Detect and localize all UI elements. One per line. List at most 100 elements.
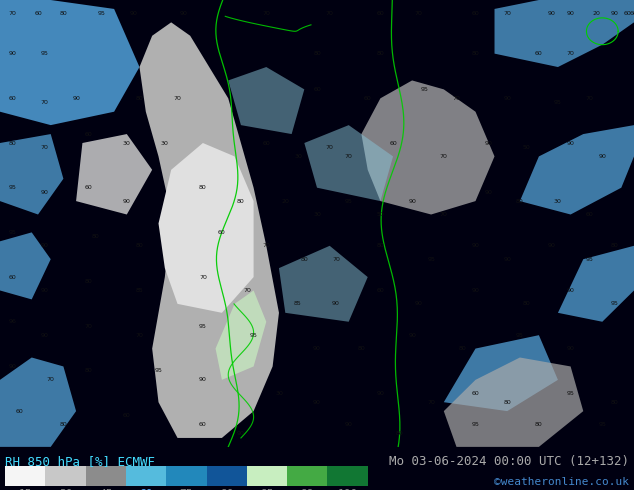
Text: 70: 70 (440, 212, 448, 217)
Text: 80: 80 (85, 279, 93, 284)
Text: 90: 90 (41, 288, 48, 293)
Text: 70: 70 (503, 11, 511, 16)
Bar (327, 466, 368, 486)
Text: 90: 90 (503, 257, 511, 262)
Text: 95: 95 (98, 11, 105, 16)
Text: 60: 60 (34, 11, 42, 16)
Polygon shape (495, 0, 634, 67)
Text: 60: 60 (15, 409, 23, 414)
Text: 95: 95 (598, 422, 606, 427)
Text: 70: 70 (243, 288, 251, 293)
Polygon shape (279, 246, 368, 322)
Bar (166, 466, 207, 486)
Text: 80: 80 (60, 11, 67, 16)
Text: 99: 99 (301, 489, 314, 490)
Text: 15: 15 (18, 489, 32, 490)
Text: 95: 95 (567, 391, 574, 396)
Text: 90: 90 (220, 489, 233, 490)
Bar (86, 466, 126, 486)
Text: 80: 80 (611, 243, 619, 248)
Text: 80: 80 (377, 51, 384, 56)
Polygon shape (76, 134, 152, 215)
Text: 60: 60 (85, 131, 93, 137)
Text: 95: 95 (472, 422, 479, 427)
Text: 60: 60 (535, 51, 543, 56)
Text: 90: 90 (41, 333, 48, 338)
Text: 60: 60 (377, 288, 384, 293)
Text: 30: 30 (294, 154, 302, 159)
Bar (247, 466, 287, 486)
Text: 30: 30 (161, 141, 169, 146)
Text: Mo 03-06-2024 00:00 UTC (12+132): Mo 03-06-2024 00:00 UTC (12+132) (389, 455, 629, 467)
Text: 95: 95 (427, 257, 435, 262)
Text: 90: 90 (408, 198, 416, 204)
Text: 90: 90 (129, 11, 137, 16)
Text: 95: 95 (260, 489, 274, 490)
Text: 90: 90 (598, 154, 606, 159)
Text: 90: 90 (408, 333, 416, 338)
Text: 60: 60 (218, 230, 226, 235)
Text: 70: 70 (440, 154, 448, 159)
Bar (126, 466, 166, 486)
Text: 90: 90 (332, 301, 340, 306)
Text: 80: 80 (522, 301, 530, 306)
Bar (5, 466, 46, 486)
Text: RH 850 hPa [%] ECMWF: RH 850 hPa [%] ECMWF (5, 455, 155, 467)
Text: ©weatheronline.co.uk: ©weatheronline.co.uk (494, 477, 629, 487)
Text: 90: 90 (472, 243, 479, 248)
Text: 95: 95 (586, 257, 593, 262)
Text: 70: 70 (326, 145, 333, 150)
Text: 100: 100 (337, 489, 358, 490)
Text: 70: 70 (174, 96, 181, 101)
Text: 85: 85 (294, 301, 302, 306)
Text: 95: 95 (250, 333, 257, 338)
Text: 90: 90 (484, 141, 492, 146)
Text: 90: 90 (567, 11, 574, 16)
Text: 80: 80 (472, 51, 479, 56)
Text: 80: 80 (516, 198, 524, 204)
Polygon shape (0, 134, 63, 215)
Text: 60: 60 (377, 11, 384, 16)
Text: 80: 80 (85, 368, 93, 373)
Text: 80: 80 (237, 198, 245, 204)
Text: 80: 80 (377, 243, 384, 248)
Text: 90: 90 (567, 141, 574, 146)
Text: 90: 90 (345, 422, 353, 427)
Text: 30: 30 (275, 391, 283, 396)
Text: 85: 85 (136, 288, 143, 293)
Polygon shape (216, 291, 266, 380)
Text: 90: 90 (237, 431, 245, 436)
Text: 60: 60 (85, 185, 93, 190)
Text: 90: 90 (41, 190, 48, 195)
Text: 60: 60 (389, 141, 397, 146)
Text: 90: 90 (415, 301, 422, 306)
Polygon shape (228, 67, 304, 134)
Text: 95: 95 (199, 324, 207, 329)
Text: 80: 80 (396, 431, 403, 436)
Text: 90: 90 (180, 11, 188, 16)
Text: 20: 20 (281, 198, 289, 204)
Text: 70: 70 (136, 333, 143, 338)
Text: 70: 70 (586, 96, 593, 101)
Polygon shape (0, 232, 51, 299)
Text: 70: 70 (332, 257, 340, 262)
Text: 95: 95 (516, 333, 524, 338)
Text: 80: 80 (503, 400, 511, 405)
Text: 60: 60 (9, 96, 16, 101)
Text: 80: 80 (136, 96, 143, 101)
Text: 60: 60 (624, 11, 631, 16)
Text: 60: 60 (364, 96, 372, 101)
Text: 70: 70 (262, 11, 270, 16)
Text: 90: 90 (484, 190, 492, 195)
Text: 90: 90 (9, 364, 16, 369)
Polygon shape (158, 143, 254, 313)
Polygon shape (558, 246, 634, 322)
Text: 80: 80 (313, 51, 321, 56)
Text: 90: 90 (567, 346, 574, 351)
Text: 70: 70 (262, 243, 270, 248)
Polygon shape (0, 358, 76, 447)
Bar (207, 466, 247, 486)
Text: 70: 70 (326, 11, 333, 16)
Text: 70: 70 (427, 400, 435, 405)
Text: 60: 60 (199, 422, 207, 427)
